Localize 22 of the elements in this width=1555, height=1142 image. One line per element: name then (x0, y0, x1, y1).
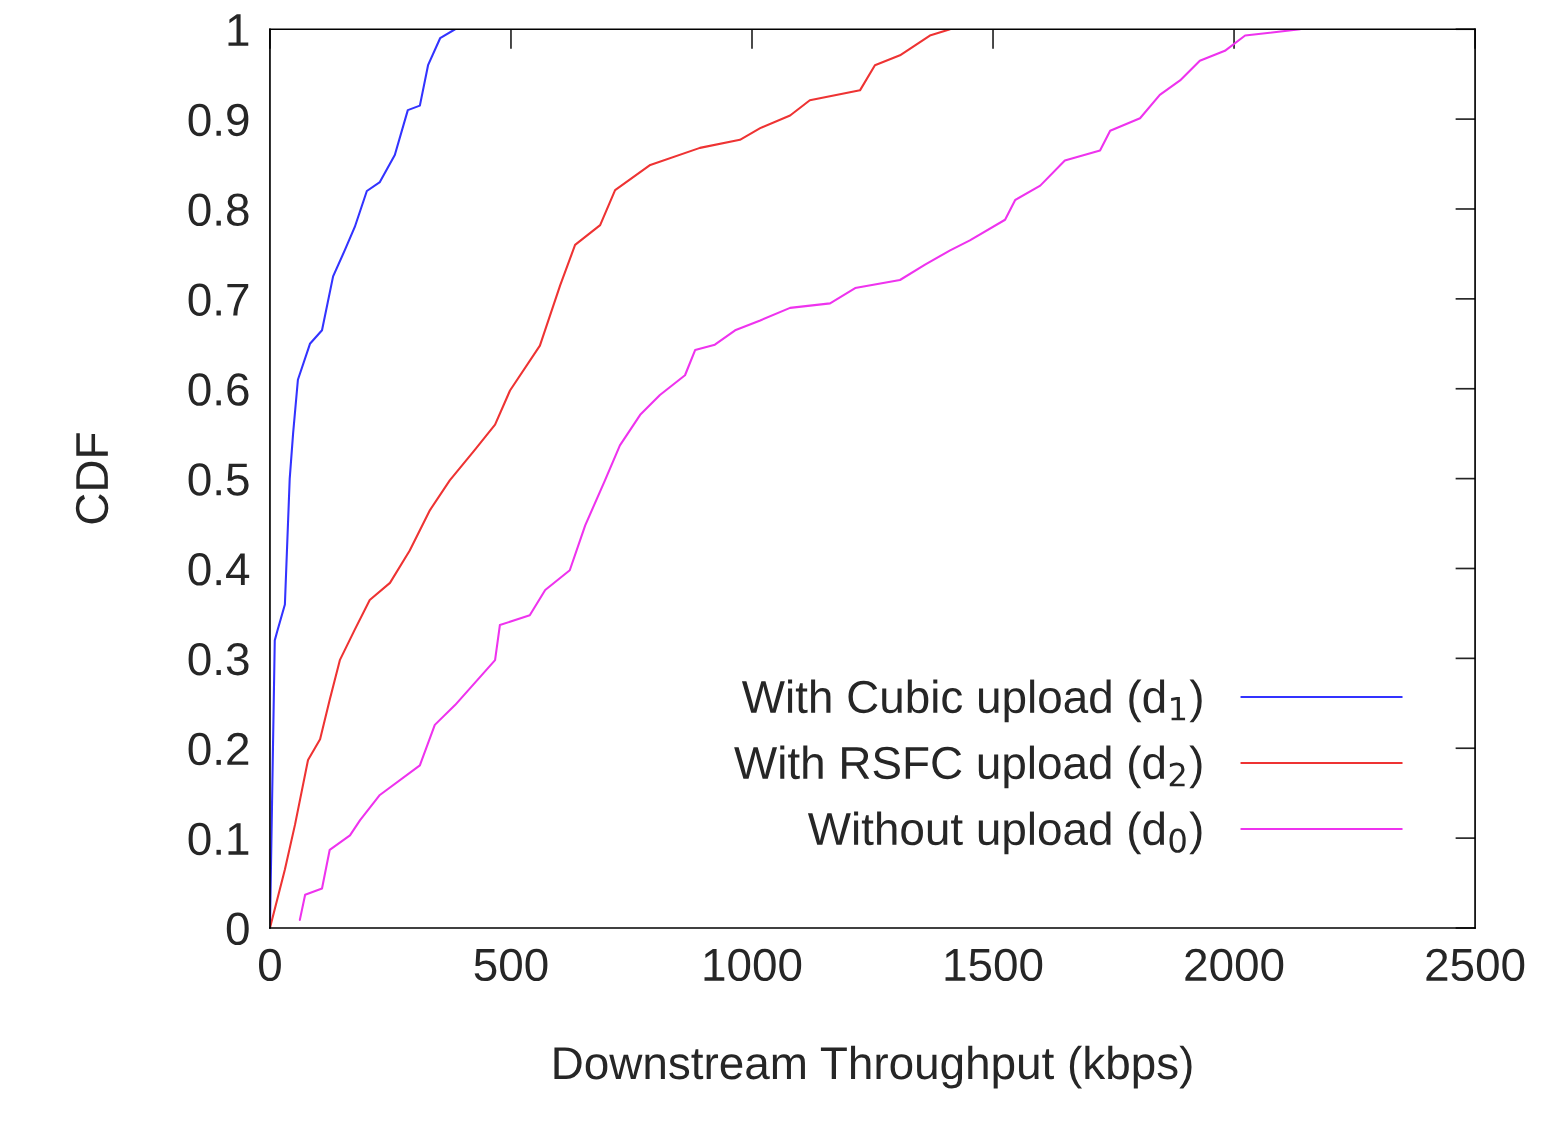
x-tick-label: 2000 (1185, 948, 1284, 982)
y-tick-label: 0.9 (188, 103, 249, 137)
y-tick-label: 1 (228, 14, 249, 46)
y-axis-title: CDF (75, 433, 109, 524)
y-tick-label: 0.5 (188, 463, 249, 496)
y-tick-label: 0.6 (188, 373, 249, 406)
x-tick-label: 2500 (1426, 948, 1525, 982)
y-tick-label: 0.2 (188, 732, 249, 766)
x-tick-label: 1000 (704, 948, 802, 982)
y-tick-label: 0.4 (188, 553, 250, 586)
y-tick-label: 0 (226, 912, 249, 946)
legend-label: With RSFC upload (d$_{2}$) (734, 745, 1202, 789)
x-axis-title: Downstream Throughput (kbps) (554, 1045, 1192, 1089)
x-tick-label: 0 (258, 948, 281, 982)
y-tick-label: 0.3 (188, 642, 249, 676)
legend-label: Without upload (d$_{0}$) (807, 811, 1202, 855)
y-tick-label: 0.7 (188, 283, 249, 316)
y-tick-label: 0.1 (188, 822, 249, 856)
legend-label: With Cubic upload (d$_{1}$) (741, 679, 1202, 723)
x-tick-label: 500 (474, 948, 548, 982)
x-tick-label: 1500 (945, 948, 1043, 982)
y-tick-label: 0.8 (188, 193, 249, 227)
